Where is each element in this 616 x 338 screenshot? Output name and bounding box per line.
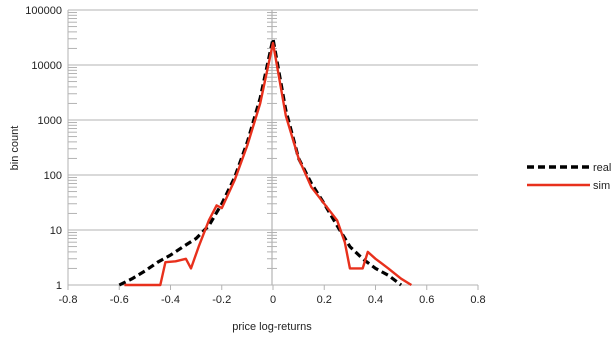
x-tick-label: -0.8 [59, 294, 78, 306]
y-tick-label: 1 [56, 280, 62, 292]
y-tick-label: 10 [50, 225, 62, 237]
x-tick-label: -0.2 [212, 294, 231, 306]
gridlines [68, 9, 478, 286]
series-line-real [118, 37, 403, 287]
y-tick-label: 10000 [31, 60, 62, 72]
x-tick-label: 0 [270, 294, 276, 306]
y-tick-label: 1000 [38, 115, 62, 127]
legend-label-sim: sim [593, 180, 610, 192]
x-axis-label: price log-returns [232, 321, 312, 333]
x-tick-label: 0.4 [368, 294, 383, 306]
y-tick-label: 100 [44, 170, 62, 182]
x-tick-label: 0.6 [419, 294, 434, 306]
series-lines [118, 37, 413, 287]
x-tick-label: 0.8 [470, 294, 485, 306]
series-line-sim [124, 41, 413, 287]
axes [67, 10, 479, 290]
x-tick-label: -0.4 [161, 294, 180, 306]
legend: real sim [527, 162, 611, 192]
tick-labels: 1 10 100 1000 10000 100000 -0.8 -0.6 -0.4 -0.2 0 0.… [25, 5, 485, 306]
y-tick-label: 100000 [25, 5, 62, 17]
x-tick-label: 0.2 [317, 294, 332, 306]
legend-label-real: real [593, 162, 611, 174]
y-axis-label: bin count [9, 126, 21, 171]
x-tick-label: -0.6 [110, 294, 129, 306]
